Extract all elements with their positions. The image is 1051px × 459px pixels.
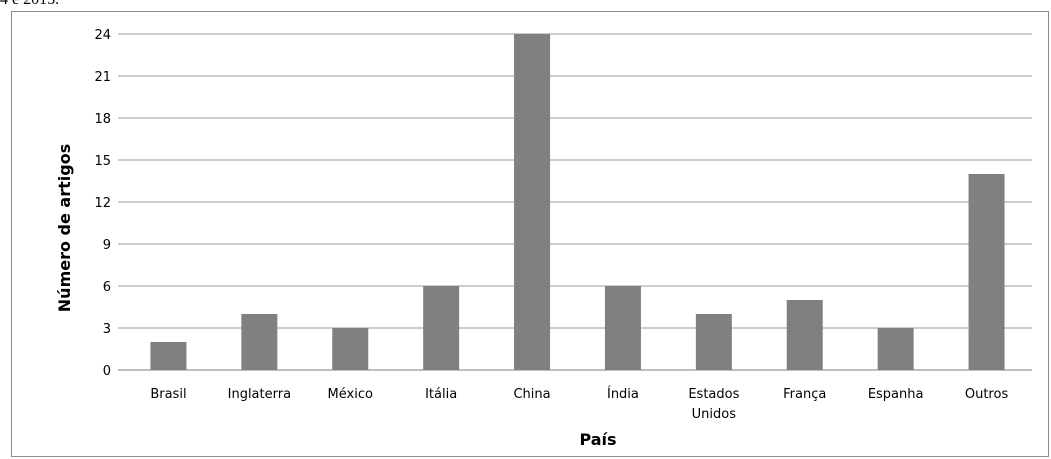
y-tick-label: 9 <box>103 238 111 253</box>
y-tick-label: 6 <box>103 280 111 295</box>
bar-índia <box>604 286 641 370</box>
x-tick-label: Índia <box>607 386 639 402</box>
bar-espanha <box>877 328 914 370</box>
x-tick-label: Estados Unidos <box>688 387 739 422</box>
y-tick-label: 12 <box>94 196 111 211</box>
x-tick-label: México <box>328 387 373 402</box>
y-tick-label: 18 <box>94 112 111 127</box>
x-tick-label: Inglaterra <box>228 387 291 402</box>
x-tick-label: França <box>783 387 826 402</box>
bar-china <box>514 34 551 370</box>
figure-caption: 4 e 2015. <box>0 0 59 9</box>
x-tick-label: Outros <box>965 387 1009 402</box>
y-tick-label: 21 <box>94 70 111 85</box>
bars <box>150 34 1005 370</box>
bar-frança <box>786 300 823 370</box>
y-tick-label: 3 <box>103 322 111 337</box>
x-tick-label: Itália <box>425 387 457 402</box>
y-tick-label: 15 <box>94 154 111 169</box>
bar-itália <box>423 286 460 370</box>
x-tick-label: China <box>513 387 550 402</box>
x-axis-title: País <box>579 430 616 449</box>
x-tick-labels: Brasil Inglaterra México Itália China Índia Es… <box>150 386 1008 422</box>
x-tick-label: Brasil <box>150 387 186 402</box>
y-tick-labels: 0 3 6 9 12 15 18 21 24 <box>94 28 111 379</box>
bar-méxico <box>332 328 369 370</box>
bar-estados-unidos <box>695 314 732 370</box>
bar-brasil <box>150 342 187 370</box>
y-axis-title: Número de artigos <box>55 144 74 312</box>
y-tick-label: 0 <box>103 364 111 379</box>
bar-inglaterra <box>241 314 278 370</box>
y-tick-label: 24 <box>94 28 111 43</box>
x-tick-label: Espanha <box>868 387 924 402</box>
bar-outros <box>968 174 1005 370</box>
